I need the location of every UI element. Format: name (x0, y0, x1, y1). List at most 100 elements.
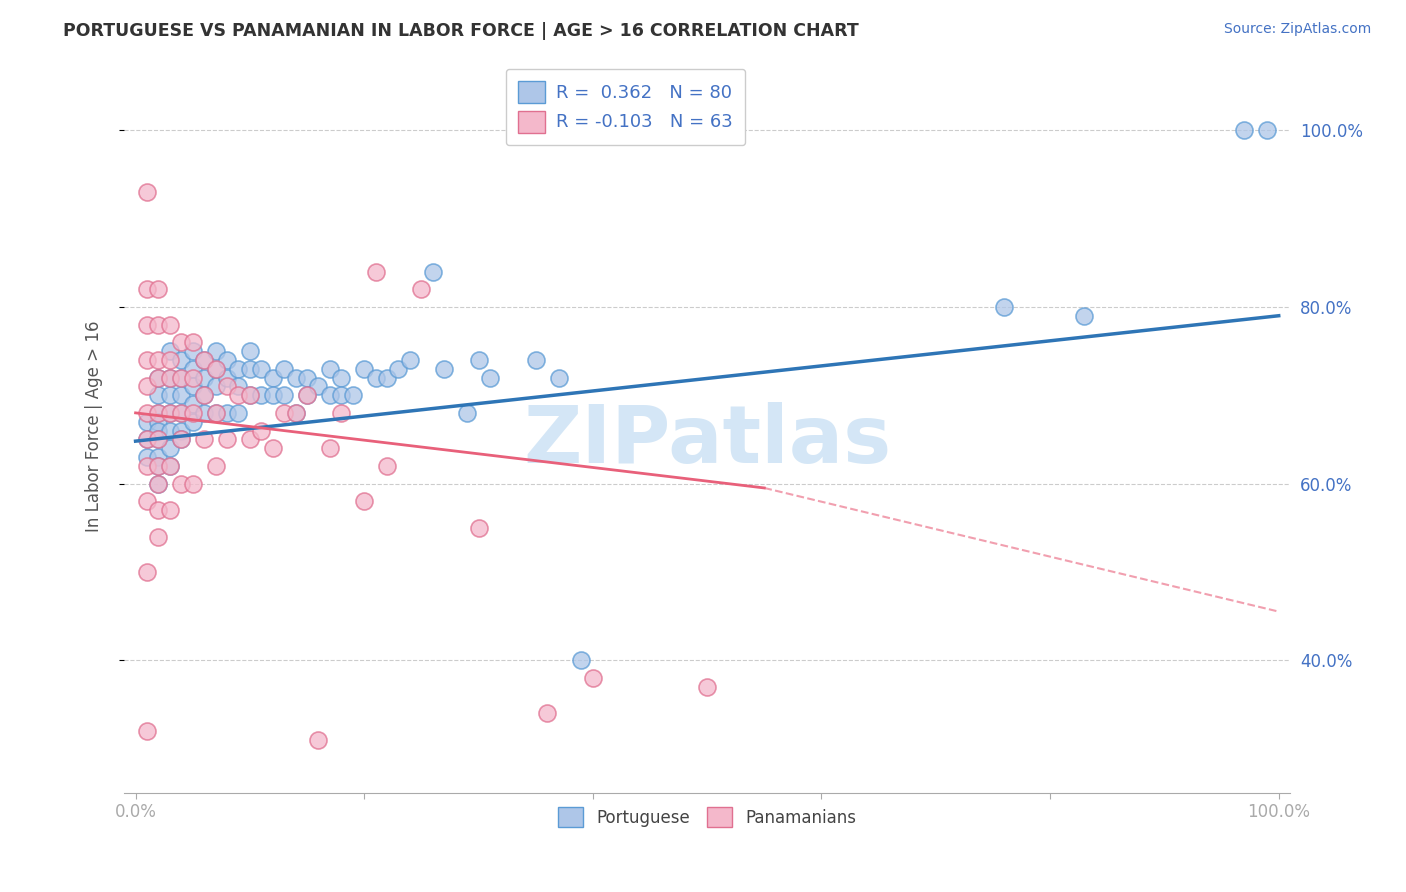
Point (148, 282, 170, 296)
Point (181, 397, 204, 411)
Point (262, 441, 284, 455)
Point (148, 406, 170, 420)
Point (148, 433, 170, 447)
Point (193, 388, 215, 402)
Point (330, 370, 353, 384)
Point (170, 424, 193, 438)
Point (148, 476, 170, 491)
Point (148, 318, 170, 332)
Point (204, 406, 226, 420)
Point (148, 450, 170, 464)
Point (204, 406, 226, 420)
Point (170, 335, 193, 350)
Point (330, 388, 353, 402)
Point (342, 388, 364, 402)
Point (204, 361, 226, 376)
Point (387, 361, 409, 376)
Point (193, 406, 215, 420)
Point (478, 370, 501, 384)
Point (193, 352, 215, 367)
Point (181, 379, 204, 393)
Point (159, 344, 181, 359)
Point (181, 415, 204, 429)
Point (136, 458, 159, 473)
Point (993, 300, 1015, 314)
Point (170, 406, 193, 420)
Point (159, 503, 181, 517)
Legend: Portuguese, Panamanians: Portuguese, Panamanians (550, 798, 865, 836)
Point (250, 361, 273, 376)
Point (456, 406, 478, 420)
Point (148, 529, 170, 543)
Point (1233, 123, 1256, 137)
Point (273, 361, 295, 376)
Y-axis label: In Labor Force | Age > 16: In Labor Force | Age > 16 (86, 320, 103, 532)
Point (159, 441, 181, 455)
Point (181, 406, 204, 420)
Point (696, 680, 718, 694)
Point (239, 388, 262, 402)
Point (193, 433, 215, 447)
Point (467, 352, 489, 367)
Point (193, 388, 215, 402)
Point (170, 352, 193, 367)
Point (136, 379, 159, 393)
Point (215, 433, 238, 447)
Point (148, 476, 170, 491)
Point (159, 370, 181, 384)
Point (319, 361, 342, 376)
Point (159, 424, 181, 438)
Point (181, 370, 204, 384)
Point (319, 388, 342, 402)
Point (148, 424, 170, 438)
Point (136, 433, 159, 447)
Point (148, 388, 170, 402)
Point (136, 185, 159, 199)
Point (170, 433, 193, 447)
Point (159, 318, 181, 332)
Point (262, 370, 284, 384)
Point (319, 441, 342, 455)
Point (136, 415, 159, 429)
Point (308, 379, 330, 393)
Point (181, 335, 204, 350)
Point (148, 406, 170, 420)
Point (284, 406, 307, 420)
Point (375, 458, 398, 473)
Point (148, 458, 170, 473)
Point (330, 406, 353, 420)
Point (215, 370, 238, 384)
Point (364, 264, 387, 278)
Point (148, 415, 170, 429)
Point (228, 379, 250, 393)
Point (170, 433, 193, 447)
Point (159, 370, 181, 384)
Point (262, 388, 284, 402)
Text: PORTUGUESE VS PANAMANIAN IN LABOR FORCE | AGE > 16 CORRELATION CHART: PORTUGUESE VS PANAMANIAN IN LABOR FORCE … (63, 22, 859, 40)
Point (250, 388, 273, 402)
Point (159, 406, 181, 420)
Point (399, 352, 422, 367)
Point (159, 352, 181, 367)
Point (159, 458, 181, 473)
Point (433, 361, 456, 376)
Point (411, 282, 433, 296)
Point (204, 344, 226, 359)
Point (148, 352, 170, 367)
Point (193, 352, 215, 367)
Point (250, 424, 273, 438)
Text: ZIPatlas: ZIPatlas (523, 401, 891, 480)
Point (170, 370, 193, 384)
Point (136, 433, 159, 447)
Point (136, 450, 159, 464)
Point (375, 370, 398, 384)
Point (136, 494, 159, 508)
Point (273, 388, 295, 402)
Point (204, 458, 226, 473)
Point (136, 565, 159, 579)
Point (308, 732, 330, 747)
Point (228, 388, 250, 402)
Point (536, 706, 558, 721)
Point (295, 370, 318, 384)
Point (181, 361, 204, 376)
